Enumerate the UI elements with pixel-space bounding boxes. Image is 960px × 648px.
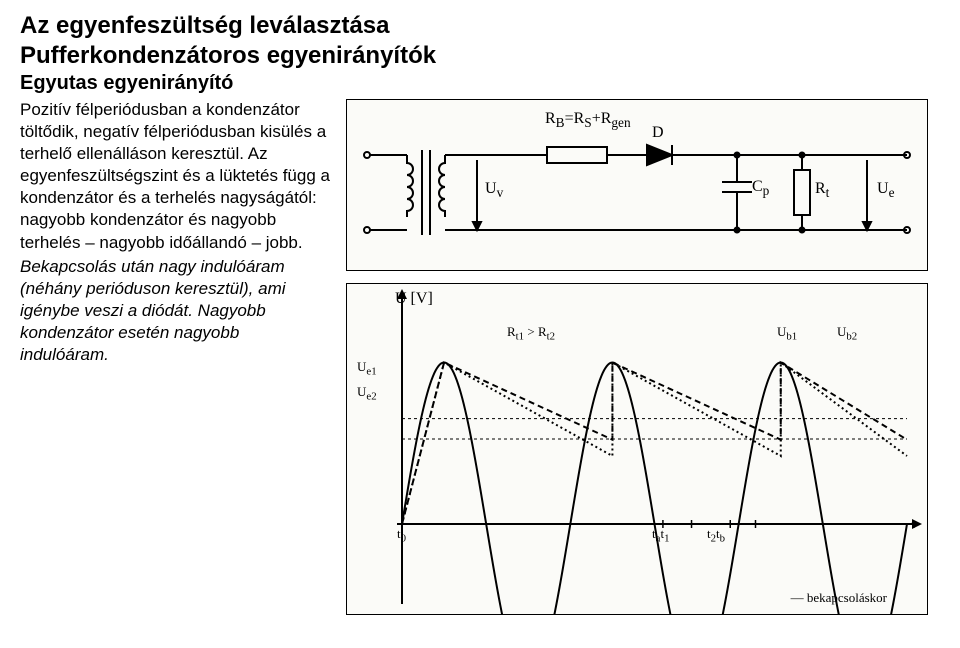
figure-column: RB=RS+Rgen D Uv Cp Rt Ue U [V] Rt1 > Rt2… bbox=[346, 99, 940, 615]
label-uv: Uv bbox=[485, 180, 503, 201]
label-rt: Rt bbox=[815, 180, 829, 201]
label-ue: Ue bbox=[877, 180, 894, 201]
axis-label-y: U [V] bbox=[395, 290, 433, 308]
body-text-column: Pozitív félperiódusban a kondenzátor töl… bbox=[20, 99, 330, 615]
paragraph-2: Bekapcsolás után nagy indulóáram (néhány… bbox=[20, 256, 330, 366]
circuit-schematic: RB=RS+Rgen D Uv Cp Rt Ue bbox=[346, 99, 928, 271]
label-ub1: Ub1 bbox=[777, 324, 797, 343]
waveform-chart: U [V] Rt1 > Rt2 Ub1 Ub2 Ue1 Ue2 t0 tat1 … bbox=[346, 283, 928, 615]
label-ue2: Ue2 bbox=[357, 384, 377, 403]
tick-ta-t1: tat1 bbox=[652, 526, 669, 545]
footer-label: — bekapcsoláskor bbox=[791, 590, 887, 606]
label-rb: RB=RS+Rgen bbox=[545, 110, 631, 131]
label-ub2: Ub2 bbox=[837, 324, 857, 343]
label-rt1-gt-rt2: Rt1 > Rt2 bbox=[507, 324, 555, 343]
label-cp: Cp bbox=[752, 178, 769, 199]
paragraph-1: Pozitív félperiódusban a kondenzátor töl… bbox=[20, 99, 330, 254]
tick-t0: t0 bbox=[397, 526, 406, 545]
label-d: D bbox=[652, 124, 664, 142]
axis-label-x: t bbox=[911, 516, 915, 532]
label-ue1: Ue1 bbox=[357, 359, 377, 378]
heading-level-1: Az egyenfeszültség leválasztása bbox=[20, 12, 940, 40]
tick-t2-tb: t2tb bbox=[707, 526, 725, 545]
heading-level-2: Pufferkondenzátoros egyenirányítók bbox=[20, 42, 940, 70]
heading-level-3: Egyutas egyenirányító bbox=[20, 72, 940, 95]
